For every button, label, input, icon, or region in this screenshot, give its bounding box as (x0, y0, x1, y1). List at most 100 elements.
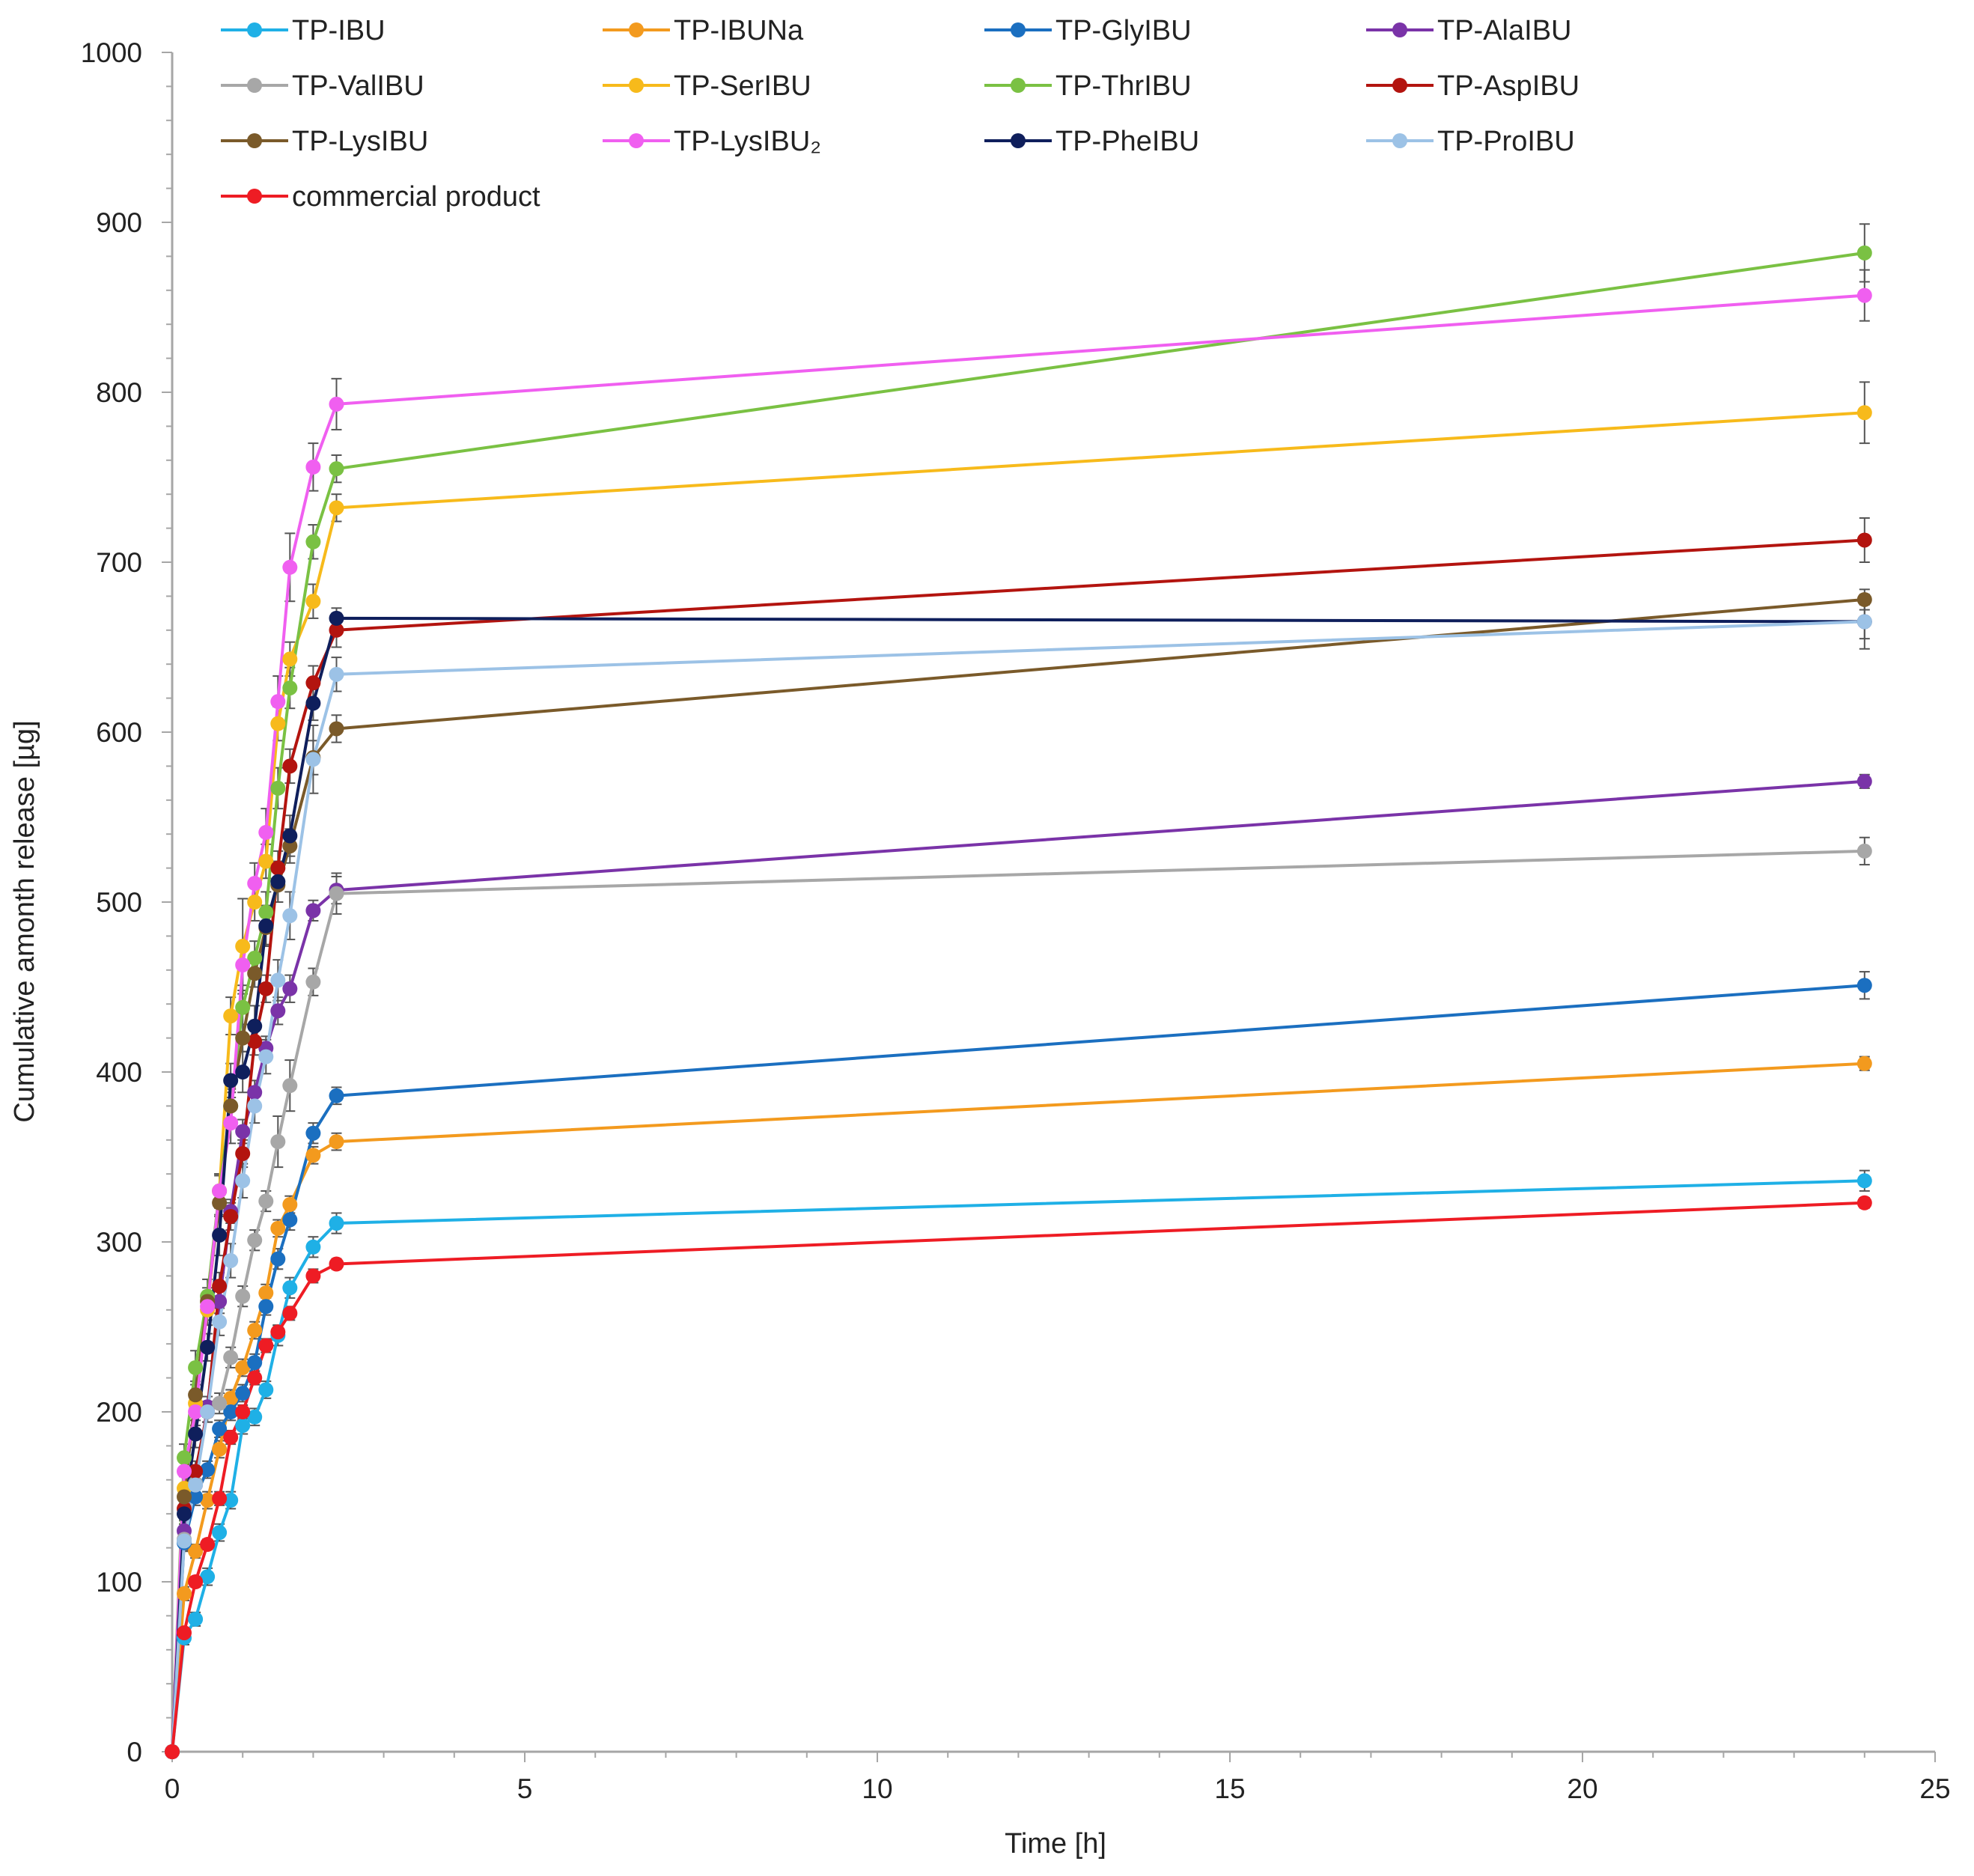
legend-swatch-marker (1392, 133, 1407, 148)
data-point (305, 534, 321, 549)
data-point (247, 1409, 263, 1425)
data-point (282, 1306, 298, 1321)
data-point (212, 1294, 228, 1309)
data-point (235, 1030, 251, 1046)
data-point (270, 860, 286, 876)
data-point (258, 904, 274, 920)
data-point (270, 1324, 286, 1340)
data-point (247, 1370, 263, 1386)
data-point (200, 1299, 216, 1315)
legend-label: TP-LysIBU₂ (674, 126, 821, 157)
series-line (171, 293, 1865, 1752)
data-point (270, 780, 286, 796)
data-point (223, 1115, 239, 1131)
data-point (305, 903, 321, 919)
data-point (282, 828, 298, 844)
data-point (223, 1350, 239, 1365)
legend-swatch-marker (247, 189, 262, 204)
data-point (223, 1098, 239, 1114)
x-axis-title: Time [h] (1005, 1828, 1106, 1860)
data-point (247, 1323, 263, 1339)
data-point (329, 1256, 344, 1272)
y-tick-label: 200 (96, 1397, 142, 1428)
data-point (1856, 287, 1872, 303)
legend-swatch-marker (247, 133, 262, 148)
legend-swatch-marker (247, 78, 262, 93)
x-tick-label: 25 (1919, 1773, 1950, 1804)
legend-swatch-marker (1011, 78, 1026, 93)
data-point (1856, 1195, 1872, 1210)
data-point (282, 651, 298, 667)
y-tick-label: 600 (96, 717, 142, 748)
series-line (171, 597, 1865, 1752)
series-lines (171, 251, 1865, 1752)
series-line (171, 251, 1865, 1752)
data-point (270, 1220, 286, 1236)
data-point (188, 1489, 204, 1505)
data-point (200, 1493, 216, 1508)
legend-label: TP-ValIBU (292, 70, 424, 102)
data-point (282, 1078, 298, 1094)
series-line (171, 616, 1865, 1752)
data-point (177, 1625, 192, 1641)
data-point (282, 559, 298, 575)
data-point (329, 396, 344, 412)
data-point (235, 1065, 251, 1079)
data-point (247, 1034, 263, 1050)
x-tick-label: 5 (517, 1773, 533, 1804)
data-point (247, 1098, 263, 1114)
data-point (305, 1239, 321, 1255)
data-point (1856, 614, 1872, 630)
data-point (329, 666, 344, 682)
data-point (235, 1418, 251, 1434)
data-point (258, 1193, 274, 1209)
data-point (177, 1450, 192, 1466)
data-point (235, 1386, 251, 1401)
data-point (212, 1314, 228, 1330)
x-tick-label: 0 (165, 1773, 180, 1804)
legend: TP-IBU TP-IBUNa TP-GlyIBU TP-AlaIBU TP-ValIB… (221, 15, 1579, 213)
data-point (177, 1533, 192, 1549)
data-point (329, 1216, 344, 1231)
legend-swatch-marker (629, 22, 644, 37)
data-point (329, 500, 344, 516)
legend-swatch-marker (1011, 133, 1026, 148)
legend-label: TP-IBUNa (674, 15, 804, 46)
markers (165, 245, 1872, 1759)
data-point (235, 999, 251, 1015)
data-point (188, 1544, 204, 1559)
data-point (258, 1285, 274, 1301)
data-point (223, 1404, 239, 1419)
legend-label: TP-ThrIBU (1055, 70, 1192, 102)
data-point (212, 1195, 228, 1210)
data-point (1856, 405, 1872, 421)
legend-label: TP-ProIBU (1437, 126, 1575, 157)
data-point (270, 972, 286, 988)
data-point (223, 1493, 239, 1508)
data-point (188, 1387, 204, 1403)
data-point (165, 1744, 180, 1759)
y-tick-label: 100 (96, 1567, 142, 1598)
data-point (200, 1339, 216, 1355)
data-point (258, 853, 274, 869)
data-point (258, 824, 274, 840)
data-point (177, 1586, 192, 1601)
data-point (200, 1462, 216, 1478)
error-bars (179, 223, 1870, 1645)
data-point (258, 1338, 274, 1353)
legend-swatch-marker (629, 133, 644, 148)
data-point (188, 1464, 204, 1479)
data-point (212, 1421, 228, 1437)
data-point (1856, 1056, 1872, 1071)
data-point (235, 1173, 251, 1189)
x-tick-label: 10 (862, 1773, 892, 1804)
legend-label: TP-GlyIBU (1055, 15, 1192, 46)
data-point (258, 1382, 274, 1398)
y-tick-label: 900 (96, 207, 142, 238)
data-point (212, 1395, 228, 1411)
legend-swatch-marker (1392, 22, 1407, 37)
data-point (305, 695, 321, 711)
data-point (247, 950, 263, 966)
data-point (258, 1049, 274, 1065)
